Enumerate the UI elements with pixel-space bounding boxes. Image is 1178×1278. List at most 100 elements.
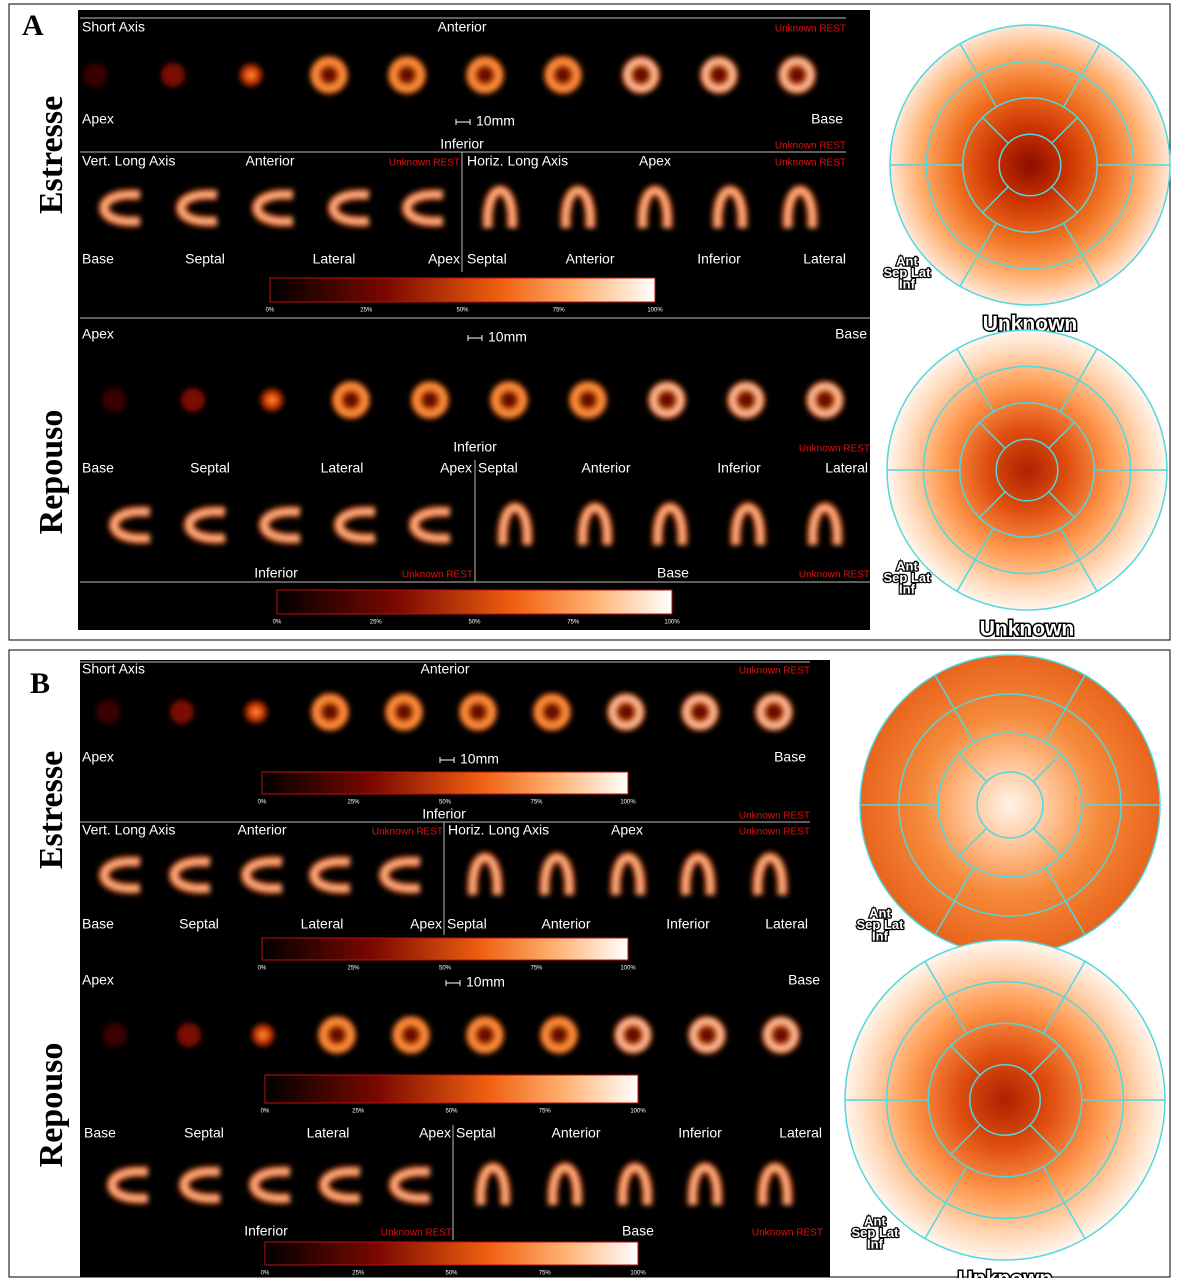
colorbar (270, 278, 655, 302)
short-axis-slice (245, 701, 267, 723)
slice-blob (161, 63, 185, 87)
label: Apex (82, 326, 114, 342)
label: 0% (273, 620, 282, 626)
label: Base (657, 565, 689, 581)
label: 75% (530, 800, 543, 806)
label: Vert. Long Axis (82, 153, 175, 169)
short-axis-slice (316, 698, 344, 726)
short-axis-slice (390, 698, 418, 726)
label: 75% (567, 620, 580, 626)
label: 0% (261, 1271, 270, 1277)
colorbar (277, 590, 672, 614)
label: Septal (190, 460, 230, 476)
label: 10mm (488, 329, 527, 345)
label: Repouso (33, 410, 70, 535)
label: Inf (872, 928, 889, 943)
label: Base (84, 1125, 116, 1141)
slice-core (268, 396, 276, 404)
slice-blob (102, 388, 126, 412)
label: Inferior (254, 565, 298, 581)
label: Base (82, 460, 114, 476)
figure: AEstresseRepousoShort AxisAnteriorUnknow… (0, 0, 1178, 1278)
label: 25% (370, 620, 383, 626)
slice-blob (96, 700, 120, 724)
short-axis-slice (471, 61, 499, 89)
colorbar (265, 1075, 638, 1103)
label: Anterior (437, 19, 486, 35)
label: Inferior (666, 916, 710, 932)
label: Apex (82, 972, 114, 988)
label: Estresse (33, 751, 70, 869)
label: Anterior (565, 251, 614, 267)
label: Unknown REST (799, 570, 870, 581)
short-axis-slice (261, 389, 283, 411)
label: Vert. Long Axis (82, 822, 175, 838)
short-axis-slice (783, 61, 811, 89)
label: 0% (258, 800, 267, 806)
short-axis-slice (96, 700, 120, 724)
label: Inf (899, 581, 916, 596)
short-axis-slice (181, 388, 205, 412)
label: 75% (530, 966, 543, 972)
label: Lateral (825, 460, 868, 476)
label: 25% (352, 1109, 365, 1115)
label: 25% (347, 966, 360, 972)
short-axis-slice (161, 63, 185, 87)
label: Unknown REST (752, 1228, 823, 1239)
colorbar (262, 938, 628, 960)
short-axis-slice (549, 61, 577, 89)
colorbar (262, 772, 628, 794)
short-axis-slice (760, 698, 788, 726)
label: Apex (82, 111, 114, 127)
label: 50% (456, 308, 469, 314)
label: Unknown REST (739, 811, 810, 822)
short-axis-slice (705, 61, 733, 89)
label: Lateral (321, 460, 364, 476)
label: 100% (620, 966, 636, 972)
label: Base (82, 251, 114, 267)
label: Septal (456, 1125, 496, 1141)
label: Inferior (422, 806, 466, 822)
short-axis-slice (574, 386, 602, 414)
label: 50% (439, 966, 452, 972)
short-axis-slice (545, 1021, 573, 1049)
label: Base (788, 972, 820, 988)
label: Inferior (697, 251, 741, 267)
label: 0% (258, 966, 267, 972)
label: Inf (867, 1236, 884, 1251)
short-axis-slice (686, 698, 714, 726)
slice-blob (177, 1023, 201, 1047)
label: Lateral (779, 1125, 822, 1141)
label: 75% (553, 308, 566, 314)
label: 75% (539, 1109, 552, 1115)
label: Unknown REST (739, 666, 810, 677)
short-axis-slice (767, 1021, 795, 1049)
label: 25% (352, 1271, 365, 1277)
label: Anterior (551, 1125, 600, 1141)
label: 10mm (466, 974, 505, 990)
short-axis-slice (471, 1021, 499, 1049)
label: Unknown (980, 618, 1075, 641)
short-axis-slice (619, 1021, 647, 1049)
short-axis-slice (627, 61, 655, 89)
label: Horiz. Long Axis (467, 153, 568, 169)
label: Inferior (678, 1125, 722, 1141)
short-axis-slice (653, 386, 681, 414)
label: Unknown REST (739, 827, 810, 838)
label: Unknown REST (799, 444, 870, 455)
label: 100% (620, 800, 636, 806)
label: Inferior (717, 460, 761, 476)
slice-core (252, 708, 260, 716)
label: Repouso (33, 1043, 70, 1168)
label: Apex (639, 153, 671, 169)
label: Apex (82, 749, 114, 765)
label: Unknown (958, 1268, 1053, 1278)
short-axis-slice (538, 698, 566, 726)
short-axis-slice (323, 1021, 351, 1049)
short-axis-slice (693, 1021, 721, 1049)
label: 100% (647, 308, 663, 314)
short-axis-slice (103, 1023, 127, 1047)
short-axis-slice (393, 61, 421, 89)
label: Base (835, 326, 867, 342)
label: Lateral (307, 1125, 350, 1141)
